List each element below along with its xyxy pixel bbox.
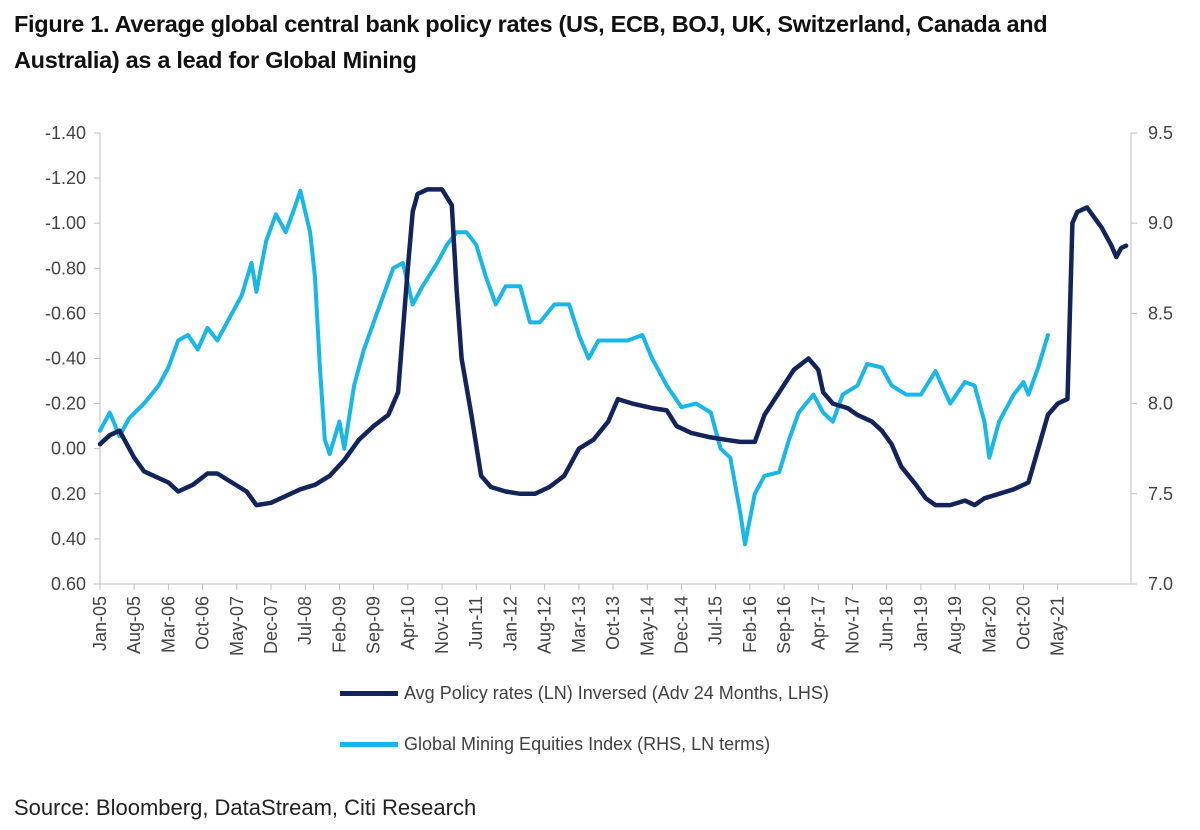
x-tick-label: Jan-19 bbox=[911, 596, 931, 651]
x-tick-label: Jul-08 bbox=[295, 596, 315, 645]
x-tick-label: Jun-18 bbox=[877, 596, 897, 651]
left-tick-label: -1.00 bbox=[45, 213, 86, 233]
x-tick-label: May-07 bbox=[227, 596, 247, 656]
x-axis-ticks: Jan-05 Aug-05 Mar-06 Oct-06 May-07 Dec-07 Jul-… bbox=[90, 584, 1068, 656]
left-tick-label: -0.60 bbox=[45, 303, 86, 323]
mining-index-line bbox=[98, 188, 1050, 547]
x-tick-label: Apr-10 bbox=[398, 596, 418, 650]
right-tick-label: 9.0 bbox=[1148, 213, 1173, 233]
legend-swatch-mining-index bbox=[340, 742, 398, 747]
legend-label-policy-rates: Avg Policy rates (LN) Inversed (Adv 24 M… bbox=[404, 683, 829, 703]
left-tick-label: -0.40 bbox=[45, 349, 86, 369]
left-tick-label: -1.40 bbox=[45, 123, 86, 143]
right-tick-label: 9.5 bbox=[1148, 123, 1173, 143]
right-tick-label: 8.5 bbox=[1148, 303, 1173, 323]
series-mining-index bbox=[98, 188, 1050, 547]
x-tick-label: Dec-14 bbox=[671, 596, 691, 654]
legend-swatch-policy-rates bbox=[340, 691, 398, 696]
x-tick-label: Aug-05 bbox=[124, 596, 144, 654]
x-tick-label: Sep-09 bbox=[364, 596, 384, 654]
x-tick-label: Feb-16 bbox=[740, 596, 760, 653]
x-tick-label: Mar-06 bbox=[158, 596, 178, 653]
x-tick-label: Oct-20 bbox=[1014, 596, 1034, 650]
source-note: Source: Bloomberg, DataStream, Citi Rese… bbox=[14, 795, 477, 820]
x-tick-label: Jul-15 bbox=[706, 596, 726, 645]
x-tick-label: Nov-10 bbox=[432, 596, 452, 654]
left-axis-ticks: -1.40 -1.20 -1.00 -0.80 -0.60 -0.40 -0.20 0.00 0… bbox=[45, 123, 100, 594]
x-tick-label: Oct-06 bbox=[193, 596, 213, 650]
left-tick-label: -0.20 bbox=[45, 394, 86, 414]
x-tick-label: Sep-16 bbox=[774, 596, 794, 654]
left-tick-label: 0.20 bbox=[51, 484, 86, 504]
right-axis-ticks: 9.5 9.0 8.5 8.0 7.5 7.0 bbox=[1131, 123, 1173, 594]
x-tick-label: Aug-12 bbox=[535, 596, 555, 654]
x-tick-label: Oct-13 bbox=[603, 596, 623, 650]
series-policy-rates bbox=[97, 187, 1129, 508]
x-tick-label: Dec-07 bbox=[261, 596, 281, 654]
right-tick-label: 7.5 bbox=[1148, 484, 1173, 504]
x-tick-label: Jun-11 bbox=[466, 596, 486, 650]
right-tick-label: 8.0 bbox=[1148, 394, 1173, 414]
left-tick-label: -0.80 bbox=[45, 258, 86, 278]
chart-title-line-2: Australia) as a lead for Global Mining bbox=[14, 47, 417, 73]
x-tick-label: Apr-17 bbox=[808, 596, 828, 650]
left-tick-label: 0.60 bbox=[51, 574, 86, 594]
x-tick-label: May-14 bbox=[637, 596, 657, 656]
x-tick-label: Aug-19 bbox=[945, 596, 965, 654]
left-tick-label: -1.20 bbox=[45, 168, 86, 188]
x-tick-label: Mar-13 bbox=[569, 596, 589, 653]
chart-title-line-1: Figure 1. Average global central bank po… bbox=[14, 11, 1048, 37]
legend-item-mining-index: Global Mining Equities Index (RHS, LN te… bbox=[340, 734, 770, 755]
legend-label-mining-index: Global Mining Equities Index (RHS, LN te… bbox=[404, 734, 771, 754]
legend-item-policy-rates: Avg Policy rates (LN) Inversed (Adv 24 M… bbox=[340, 683, 829, 704]
x-tick-label: Nov-17 bbox=[842, 596, 862, 654]
line-chart: -1.40 -1.20 -1.00 -0.80 -0.60 -0.40 -0.20 0.00 0… bbox=[45, 123, 1173, 656]
series-layer bbox=[97, 187, 1129, 547]
x-tick-label: Jan-05 bbox=[90, 596, 110, 651]
x-tick-label: May-21 bbox=[1048, 596, 1068, 656]
x-tick-label: Jan-12 bbox=[500, 596, 520, 651]
policy-rates-line bbox=[97, 187, 1129, 508]
chart-title: Figure 1. Average global central bank po… bbox=[14, 6, 1189, 78]
left-tick-label: 0.40 bbox=[51, 529, 86, 549]
x-tick-label: Mar-20 bbox=[979, 596, 999, 653]
right-tick-label: 7.0 bbox=[1148, 574, 1173, 594]
x-tick-label: Feb-09 bbox=[329, 596, 349, 653]
left-tick-label: 0.00 bbox=[51, 439, 86, 459]
